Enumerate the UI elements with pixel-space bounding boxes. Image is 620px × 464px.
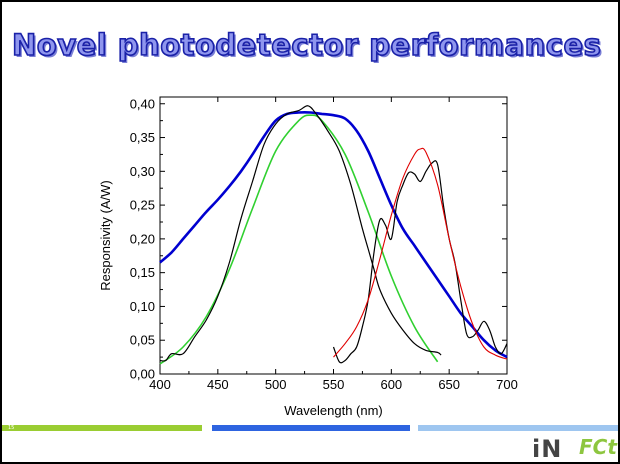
x-tick-label: 650 (438, 377, 460, 392)
series-line-2 (159, 114, 439, 365)
x-tick-label: 600 (380, 377, 402, 392)
y-tick-label: 0,25 (130, 198, 155, 213)
x-tick-label: 700 (496, 377, 518, 392)
slide-title: Novel photodetector performances (11, 27, 602, 63)
y-tick-label: 0,10 (130, 299, 155, 314)
footer-bar-green (2, 425, 202, 431)
y-axis-label: Responsivity (A/W) (98, 180, 113, 291)
in-logo: iN (532, 435, 563, 463)
page-number: 15 (8, 425, 15, 431)
y-tick-label: 0,35 (130, 130, 155, 145)
y-tick-label: 0,15 (130, 265, 155, 280)
x-axis-label: Wavelength (nm) (284, 403, 383, 418)
y-tick-label: 0,30 (130, 164, 155, 179)
x-tick-label: 400 (149, 377, 171, 392)
y-tick-label: 0,20 (130, 231, 155, 246)
series-line-5 (333, 147, 508, 360)
fct-logo: FCt (579, 435, 617, 459)
y-tick-label: 0,00 (130, 367, 155, 382)
x-tick-label: 450 (207, 377, 229, 392)
series-line-3 (159, 105, 442, 362)
y-tick-label: 0,40 (130, 96, 155, 111)
footer-bar-lightblue (418, 425, 618, 431)
series-line-1 (159, 111, 508, 359)
x-tick-label: 550 (323, 377, 345, 392)
plot-frame (159, 96, 508, 375)
series-line-4 (332, 160, 508, 364)
x-tick-label: 500 (265, 377, 287, 392)
footer-bar-blue (212, 425, 410, 431)
y-tick-label: 0,05 (130, 333, 155, 348)
